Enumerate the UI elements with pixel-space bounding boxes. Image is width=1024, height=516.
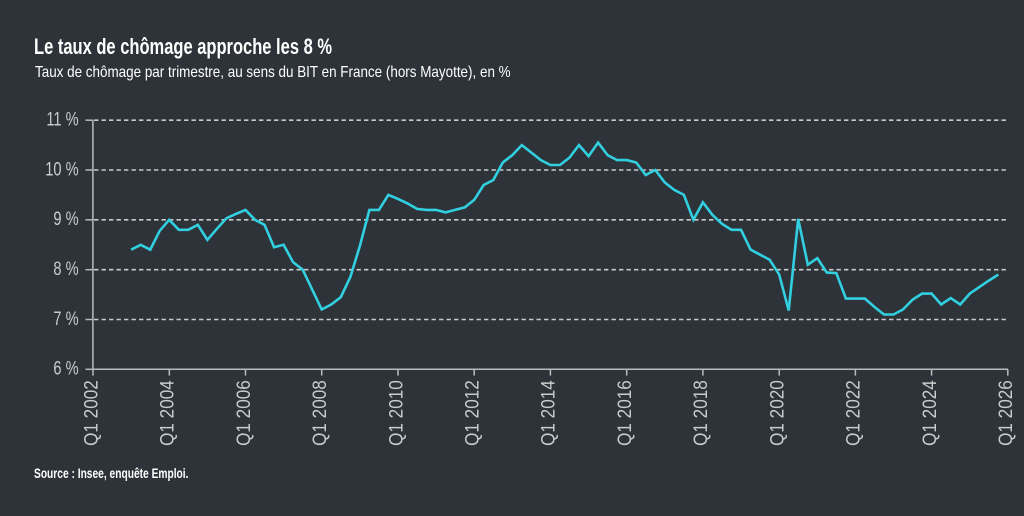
svg-text:Q1 2022: Q1 2022 [843,380,864,446]
svg-text:Q1 2010: Q1 2010 [385,380,406,446]
svg-text:9 %: 9 % [53,208,78,229]
svg-text:Q1 2016: Q1 2016 [614,380,635,446]
svg-text:Q1 2002: Q1 2002 [80,380,101,446]
svg-text:6 %: 6 % [53,358,78,379]
svg-text:Q1 2020: Q1 2020 [767,380,788,446]
svg-text:7 %: 7 % [53,308,78,329]
svg-text:Q1 2004: Q1 2004 [157,380,178,446]
svg-text:11 %: 11 % [46,109,78,130]
svg-text:Q1 2018: Q1 2018 [690,380,711,446]
svg-text:10 %: 10 % [45,159,78,180]
svg-text:Q1 2008: Q1 2008 [309,380,330,446]
svg-text:Q1 2026: Q1 2026 [995,380,1016,446]
svg-text:Q1 2006: Q1 2006 [233,380,254,446]
svg-text:Q1 2012: Q1 2012 [462,380,483,446]
svg-text:Q1 2014: Q1 2014 [538,380,559,446]
svg-text:8 %: 8 % [53,258,78,279]
svg-text:Q1 2024: Q1 2024 [919,380,940,446]
